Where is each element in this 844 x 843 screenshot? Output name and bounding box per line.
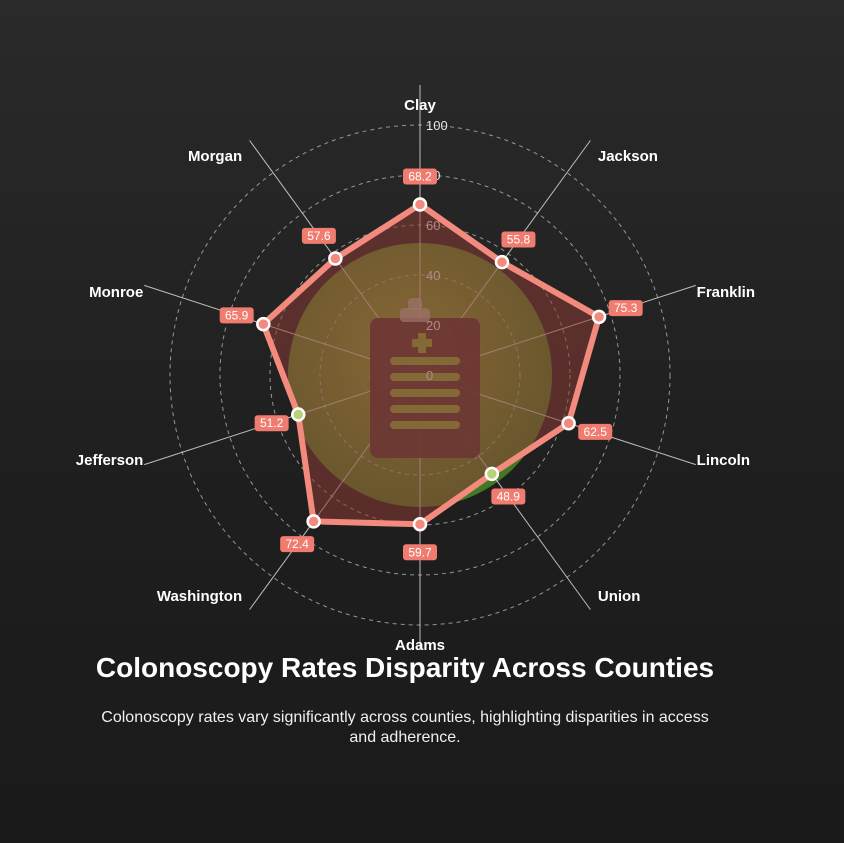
svg-text:75.3: 75.3 (614, 301, 638, 315)
svg-text:55.8: 55.8 (507, 232, 531, 246)
category-label-lincoln: Lincoln (697, 452, 750, 469)
data-point-union (484, 466, 500, 482)
data-point-morgan (328, 251, 343, 266)
chart-subtitle: Colonoscopy rates vary significantly acr… (101, 709, 709, 746)
category-label-monroe: Monroe (89, 284, 143, 301)
series-area (263, 204, 600, 525)
svg-text:59.7: 59.7 (408, 545, 432, 559)
series-layer: 68.2 55.8 75.3 62.5 48.9 59.7 72.4 51.2 65.9 57.6 (219, 168, 643, 561)
category-label-washington: Washington (157, 588, 242, 605)
data-point-lincoln (561, 416, 576, 431)
category-label-adams: Adams (395, 637, 445, 650)
value-label-jefferson: 51.2 (254, 415, 289, 432)
data-point-clay (412, 197, 428, 212)
svg-text:62.5: 62.5 (584, 425, 608, 439)
data-point-adams (412, 517, 428, 532)
value-label-lincoln: 62.5 (578, 423, 613, 440)
value-label-jackson: 55.8 (501, 231, 536, 248)
svg-text:51.2: 51.2 (260, 416, 284, 430)
value-label-washington: 72.4 (280, 536, 315, 553)
category-label-morgan: Morgan (188, 148, 242, 165)
value-label-clay: 68.2 (403, 168, 437, 185)
category-labels: Clay Jackson Franklin Lincoln Union Adams Wash… (76, 97, 755, 650)
svg-text:65.9: 65.9 (225, 308, 249, 322)
svg-text:48.9: 48.9 (497, 490, 521, 504)
radar-chart: 020406080100 68.255.875.362.548.959.772.… (76, 85, 755, 650)
value-label-adams: 59.7 (403, 544, 437, 561)
category-label-jefferson: Jefferson (76, 452, 144, 469)
data-point-washington (306, 514, 321, 529)
category-label-jackson: Jackson (598, 148, 658, 165)
value-label-monroe: 65.9 (219, 307, 254, 324)
svg-text:68.2: 68.2 (408, 170, 432, 184)
value-label-franklin: 75.3 (608, 300, 643, 317)
svg-text:72.4: 72.4 (285, 537, 309, 551)
data-point-monroe (256, 316, 271, 332)
category-label-franklin: Franklin (697, 284, 755, 301)
chart-title: Colonoscopy Rates Disparity Across Count… (95, 652, 715, 683)
svg-text:57.6: 57.6 (307, 229, 331, 243)
category-label-clay: Clay (404, 97, 436, 114)
tick-label-100: 100 (426, 118, 448, 133)
data-point-jackson (494, 254, 510, 270)
value-label-union: 48.9 (491, 488, 526, 505)
value-label-morgan: 57.6 (301, 227, 336, 244)
data-point-jefferson (291, 407, 306, 422)
data-point-franklin (591, 309, 607, 325)
category-label-union: Union (598, 588, 641, 605)
